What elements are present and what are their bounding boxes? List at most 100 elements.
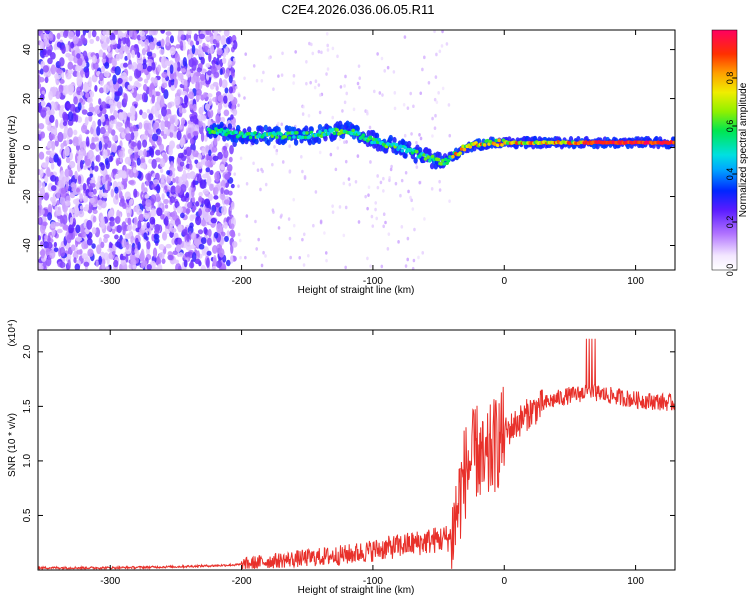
spectrogram-noise-cell [308,41,311,46]
spectrogram-noise-cell [181,229,188,236]
x-tick-label: 100 [627,576,644,587]
spectrogram-ridge-cell [427,158,432,163]
spectrogram-noise-cell [40,33,45,40]
spectrogram-noise-cell [417,255,420,260]
spectrogram-noise-cell [325,72,328,76]
spectrogram-noise-cell [182,169,187,176]
spectrogram-noise-cell [410,132,413,136]
spectrogram-noise-cell [212,155,219,162]
spectrogram-noise-cell [389,167,393,172]
spectrogram-noise-cell [148,87,153,98]
spectrogram-noise-cell [381,93,384,97]
spectrogram-noise-cell [225,259,231,267]
spectrogram-noise-cell [141,111,148,120]
spectrogram-noise-cell [79,223,85,234]
spectrogram-noise-cell [158,244,165,251]
spectrogram-noise-cell [38,195,42,204]
spectrogram-noise-cell [84,158,92,167]
spectrogram-noise-cell [164,185,168,191]
spectrogram-noise-cell [141,62,148,70]
spectrogram-noise-cell [255,247,258,251]
spectrogram-ridge-cell [443,157,448,162]
spectrogram-noise-cell [331,46,335,51]
spectrogram-noise-cell [114,174,121,179]
spectrogram-noise-cell [56,191,61,199]
spectrogram-noise-cell [189,138,195,145]
spectrogram-noise-cell [98,255,103,266]
spectrogram-noise-cell [421,67,424,72]
spectrogram-noise-cell [186,233,190,243]
spectrogram-noise-cell [67,61,74,71]
spectrogram-noise-cell [212,61,216,70]
spectrogram-noise-cell [124,191,131,200]
spectrogram-noise-cell [312,223,315,228]
spectrogram-noise-cell [343,84,346,88]
spectrogram-noise-cell [196,88,202,97]
spectrogram-noise-cell [213,195,219,200]
spectrogram-noise-cell [76,75,83,85]
spectrogram-noise-cell [159,167,164,174]
spectrogram-noise-cell [139,30,146,37]
spectrogram-noise-cell [198,196,203,203]
spectrogram-noise-cell [180,137,186,146]
spectrogram-ridge-cell [302,131,306,135]
spectrogram-noise-cell [183,149,187,156]
spectrogram-noise-cell [344,205,348,210]
spectrogram-noise-cell [300,155,303,159]
spectrogram-noise-cell [175,185,181,194]
spectrogram-noise-cell [252,64,256,68]
spectrogram-noise-cell [91,120,96,130]
spectrogram-noise-cell [180,34,185,41]
spectrogram-noise-cell [174,118,179,126]
spectrogram-noise-cell [433,126,437,131]
spectrogram-noise-cell [147,212,151,219]
spectrogram-ridge-cell [485,138,490,143]
spectrogram-noise-cell [138,122,143,130]
spectrogram-noise-cell [200,56,205,65]
spectrogram-noise-cell [374,201,378,205]
spectrogram-noise-cell [91,243,96,249]
spectrogram-noise-cell [122,174,127,179]
spectrogram-noise-cell [72,198,80,205]
spectrogram-noise-cell [118,112,123,118]
spectrogram-noise-cell [109,79,113,86]
spectrogram-noise-cell [374,207,377,212]
spectrogram-noise-cell [54,205,59,212]
spectrogram-noise-cell [54,73,59,80]
spectrogram-noise-cell [213,30,219,36]
snr-y-multiplier: (x10⁴) [7,319,18,346]
spectrogram-noise-cell [122,45,129,52]
spectrogram-noise-cell [130,259,137,266]
spectrogram-noise-cell [152,179,159,185]
spectrogram-noise-cell [431,116,434,121]
spectrogram-noise-cell [223,109,230,117]
spectrogram-noise-cell [128,75,133,82]
spectrogram-noise-cell [50,221,56,229]
spectrogram-noise-cell [185,146,192,157]
spectrogram-noise-cell [128,180,135,185]
spectrogram-noise-cell [162,133,168,140]
spectrogram-noise-cell [41,162,48,168]
spectrogram-noise-cell [239,255,242,260]
spectrogram-noise-cell [209,183,214,191]
spectrogram-ridge-cell [371,137,376,142]
spectrogram-noise-cell [229,223,235,230]
spectrogram-noise-cell [39,223,46,234]
spectrogram-noise-cell [128,30,133,38]
spectrogram-noise-cell [144,38,149,46]
spectrogram-noise-cell [216,35,221,41]
spectrogram-noise-cell [135,237,139,245]
spectrogram-noise-cell [86,61,90,68]
spectrogram-noise-cell [153,122,160,128]
spectrogram-noise-cell [91,161,95,171]
spectrogram-noise-cell [86,238,93,246]
spectrogram-ridge-cell [426,155,431,159]
x-tick-label: -200 [232,276,252,287]
spectrogram-noise-cell [159,252,165,260]
spectrogram-noise-cell [124,120,131,130]
spectrogram-noise-cell [210,217,217,224]
spectrogram-noise-cell [169,196,175,204]
spectrogram-noise-cell [138,93,143,100]
spectrogram-noise-cell [139,35,146,41]
spectrogram-noise-cell [102,148,108,160]
